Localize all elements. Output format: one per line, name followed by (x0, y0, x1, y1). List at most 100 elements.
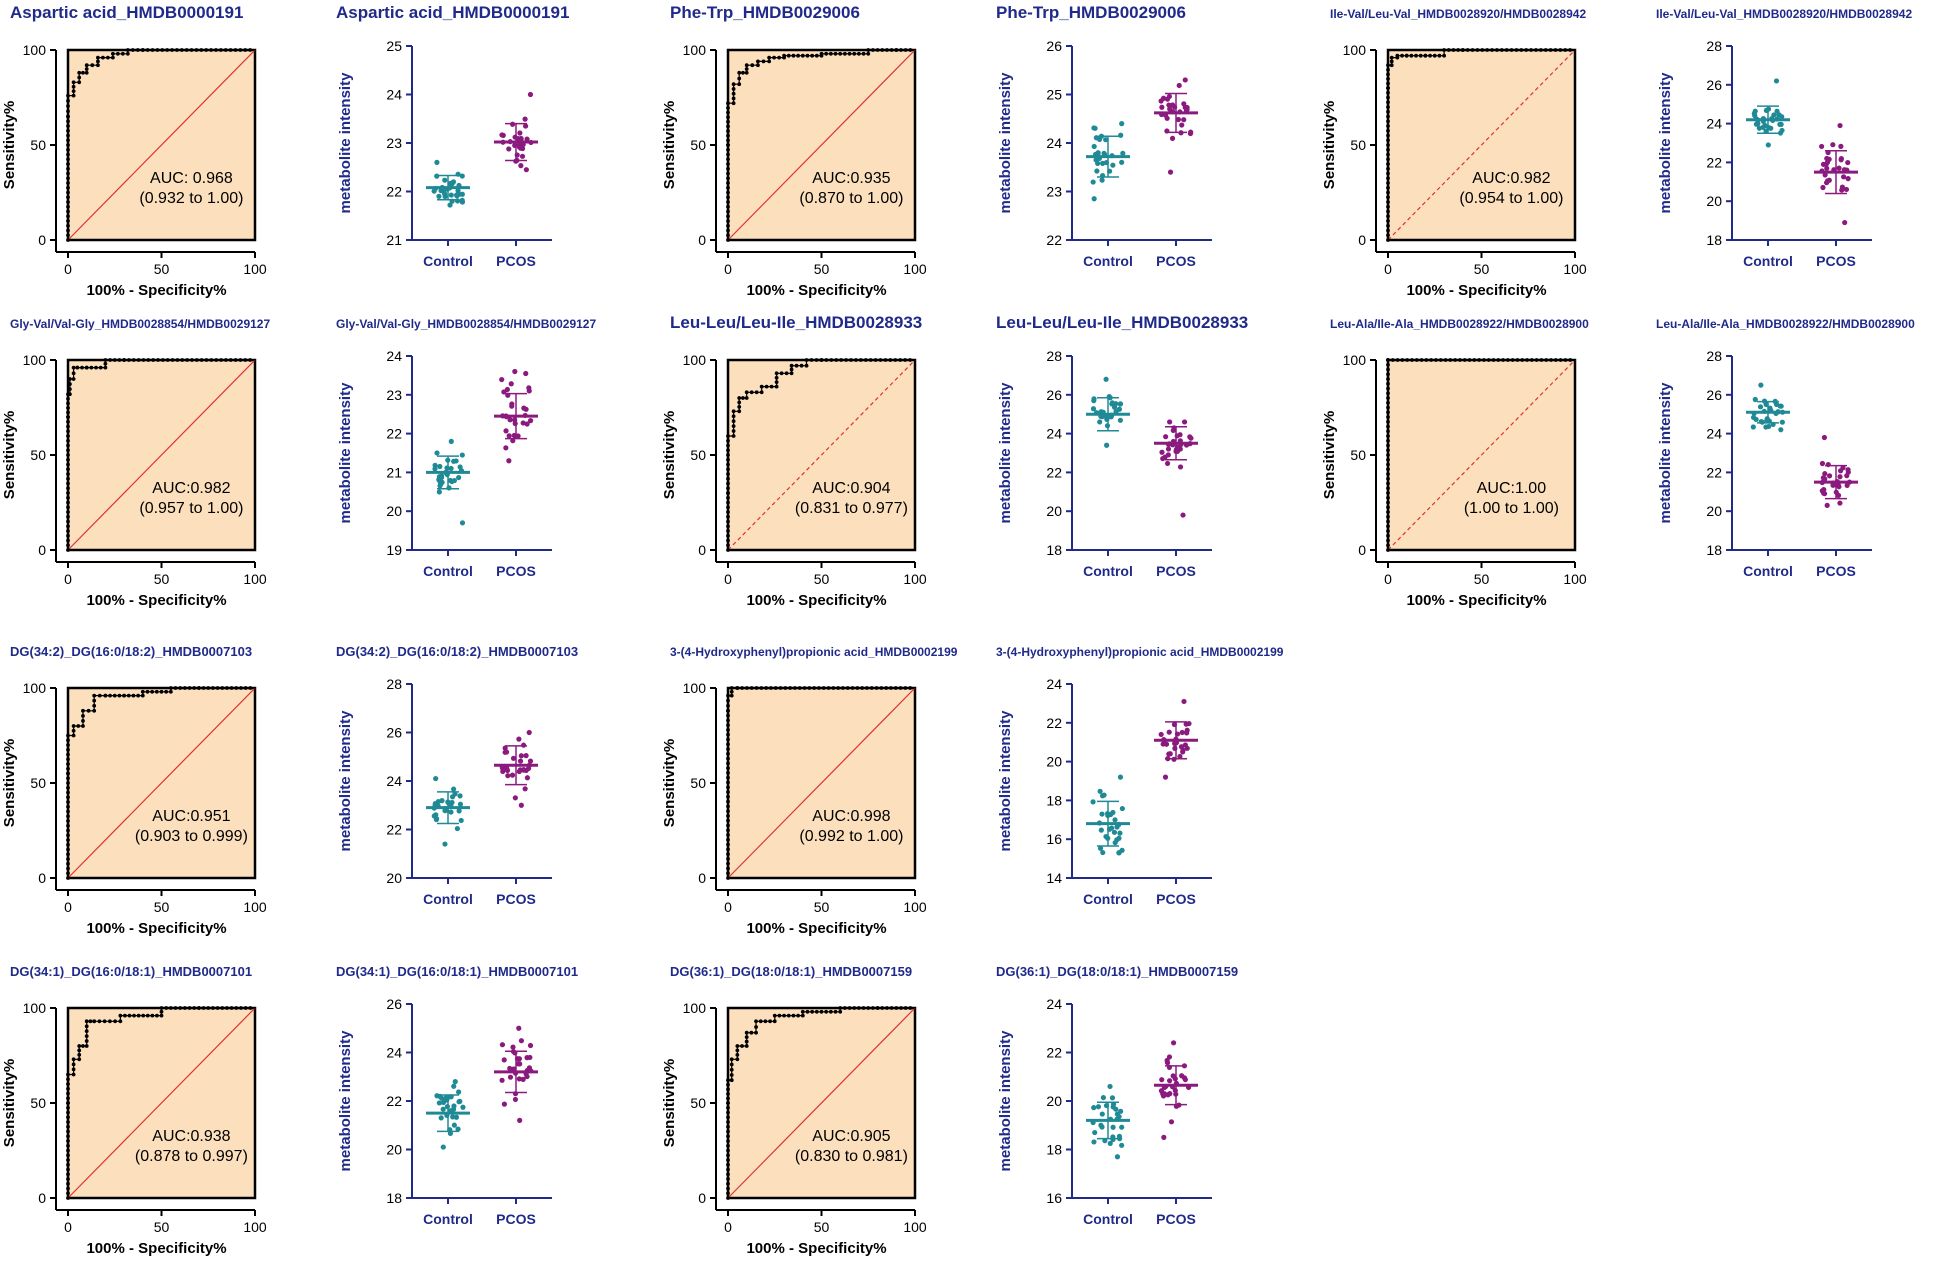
roc-point (84, 365, 89, 370)
data-point (1117, 1136, 1123, 1142)
roc-point (791, 53, 796, 58)
roc-point (206, 1006, 211, 1010)
roc-point (84, 70, 89, 75)
roc-point (726, 514, 730, 519)
roc-point (731, 101, 736, 106)
roc-point (726, 747, 730, 751)
roc-point (726, 809, 730, 814)
roc-point (726, 457, 730, 462)
roc-point (66, 1148, 70, 1153)
roc-point (66, 861, 70, 866)
roc-point (66, 514, 70, 519)
scatter-panel-10: Leu-Leu/Leu-Ile_HMDB0028933 18 20 22 24 26 28 m… (996, 313, 1248, 579)
roc-point (726, 438, 730, 443)
data-point (1119, 1142, 1125, 1148)
roc-point (1386, 457, 1390, 462)
roc-point (772, 1013, 777, 1018)
roc-point (893, 686, 898, 690)
group-pcos (1154, 1040, 1198, 1140)
roc-point (66, 185, 70, 190)
data-point (1160, 455, 1166, 462)
roc-point (225, 1006, 229, 1010)
roc-point (66, 448, 70, 453)
roc-point (67, 387, 72, 392)
data-point (1840, 465, 1846, 471)
roc-point (66, 510, 70, 514)
data-point (1822, 476, 1828, 482)
roc-y-axis-label: Sensitivity% (661, 739, 678, 827)
data-point (1758, 382, 1764, 388)
scatter-category-label: PCOS (1816, 253, 1856, 269)
data-point (1166, 102, 1172, 108)
roc-point (84, 1044, 89, 1048)
roc-point (1386, 391, 1390, 396)
roc-point (71, 1067, 76, 1072)
roc-point (136, 693, 141, 698)
roc-point (726, 181, 730, 185)
roc-point (793, 686, 797, 690)
roc-point (726, 157, 730, 162)
roc-point (66, 804, 70, 809)
data-point (456, 1099, 462, 1105)
scatter-y-tick-label: 20 (1706, 503, 1722, 519)
roc-point (67, 392, 72, 397)
roc-point (215, 1006, 220, 1010)
data-point (1117, 401, 1124, 407)
data-point (442, 841, 448, 847)
roc-point (66, 486, 70, 491)
roc-point (754, 390, 759, 395)
roc-point (77, 75, 82, 80)
roc-point (248, 1006, 253, 1010)
roc-point (1499, 48, 1504, 52)
roc-point (726, 1101, 730, 1105)
roc-point (229, 686, 234, 690)
roc-point (1470, 48, 1475, 52)
scatter-y-tick-label: 24 (1046, 426, 1062, 442)
roc-point (66, 1167, 70, 1172)
roc-point (1386, 67, 1390, 72)
roc-point (71, 724, 76, 728)
roc-point (108, 693, 112, 698)
data-point (1159, 449, 1165, 455)
roc-point (1558, 48, 1563, 52)
data-point (1162, 774, 1169, 780)
roc-point (66, 1181, 70, 1186)
data-point (526, 729, 532, 736)
roc-point (726, 147, 730, 152)
roc-point (1386, 157, 1390, 162)
scatter-panel-16: 3-(4-Hydroxyphenyl)propionic acid_HMDB00… (996, 645, 1284, 907)
data-point (522, 116, 528, 122)
roc-point (744, 1030, 749, 1035)
roc-point (77, 1048, 82, 1053)
roc-y-tick-label: 100 (23, 352, 47, 368)
scatter-y-tick-label: 22 (386, 822, 402, 838)
roc-point (726, 1148, 730, 1153)
roc-point (903, 1006, 908, 1010)
roc-point (847, 51, 852, 56)
data-point (1158, 731, 1164, 738)
roc-x-tick-label: 50 (814, 899, 830, 915)
roc-point (824, 1009, 829, 1014)
roc-point (731, 91, 736, 96)
data-point (517, 130, 523, 136)
roc-point (234, 686, 239, 690)
roc-point (66, 733, 70, 738)
roc-point (1515, 358, 1520, 362)
roc-point (66, 838, 70, 842)
roc-point (726, 138, 730, 143)
data-point (499, 376, 505, 383)
roc-point (66, 800, 70, 804)
data-point (1845, 469, 1851, 475)
roc-point (105, 55, 110, 60)
roc-point (778, 686, 783, 690)
roc-point (750, 63, 755, 68)
roc-point (1409, 53, 1414, 58)
roc-title: Gly-Val/Val-Gly_HMDB0028854/HMDB0029127 (10, 317, 270, 331)
roc-point (726, 204, 730, 209)
roc-point (1437, 53, 1442, 58)
roc-point (726, 166, 730, 171)
data-point (516, 768, 522, 775)
roc-point (726, 856, 730, 861)
data-point (442, 177, 448, 183)
roc-y-axis-label: Sensitivity% (1321, 101, 1338, 189)
